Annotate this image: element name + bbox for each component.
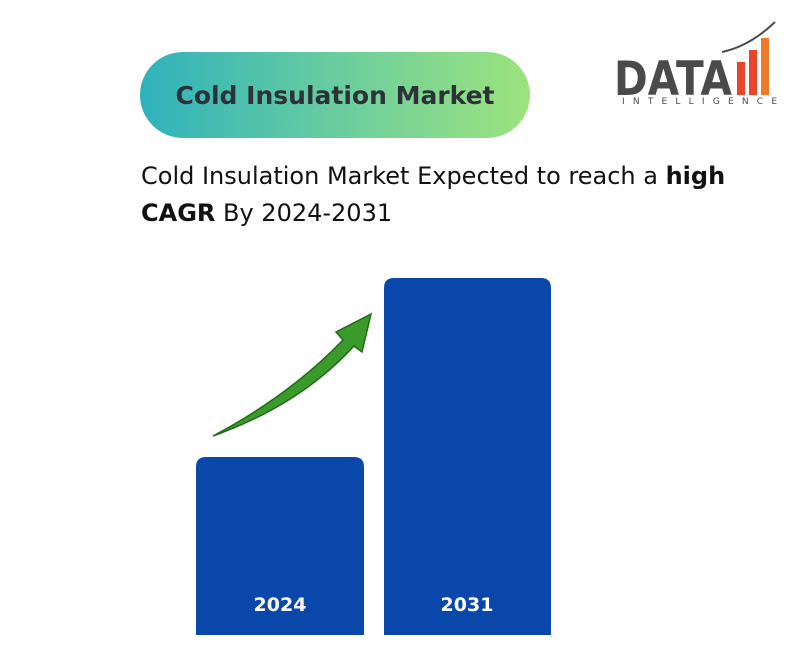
growth-arrow — [212, 312, 373, 437]
logo-bar — [749, 50, 757, 95]
subtitle-text: Cold Insulation Market Expected to reach… — [141, 162, 666, 190]
subtitle-bold: high — [665, 162, 726, 190]
title: Cold Insulation Market — [175, 80, 495, 110]
logo-swoosh — [721, 21, 776, 53]
bar-label: 2024 — [254, 594, 307, 616]
logo-name: DATA — [614, 52, 733, 107]
logo-bar — [737, 62, 745, 95]
logo-bar — [761, 38, 769, 95]
bar-label: 2031 — [441, 594, 494, 616]
subtitle: Cold Insulation Market Expected to reach… — [141, 158, 761, 232]
logo: DATA INTELLIGENCE — [614, 21, 777, 107]
title-pill: Cold Insulation Market — [140, 52, 530, 138]
bar — [384, 278, 551, 635]
bar — [196, 457, 364, 635]
subtitle-text: By 2024-2031 — [215, 199, 393, 227]
subtitle-bold: CAGR — [141, 199, 216, 227]
